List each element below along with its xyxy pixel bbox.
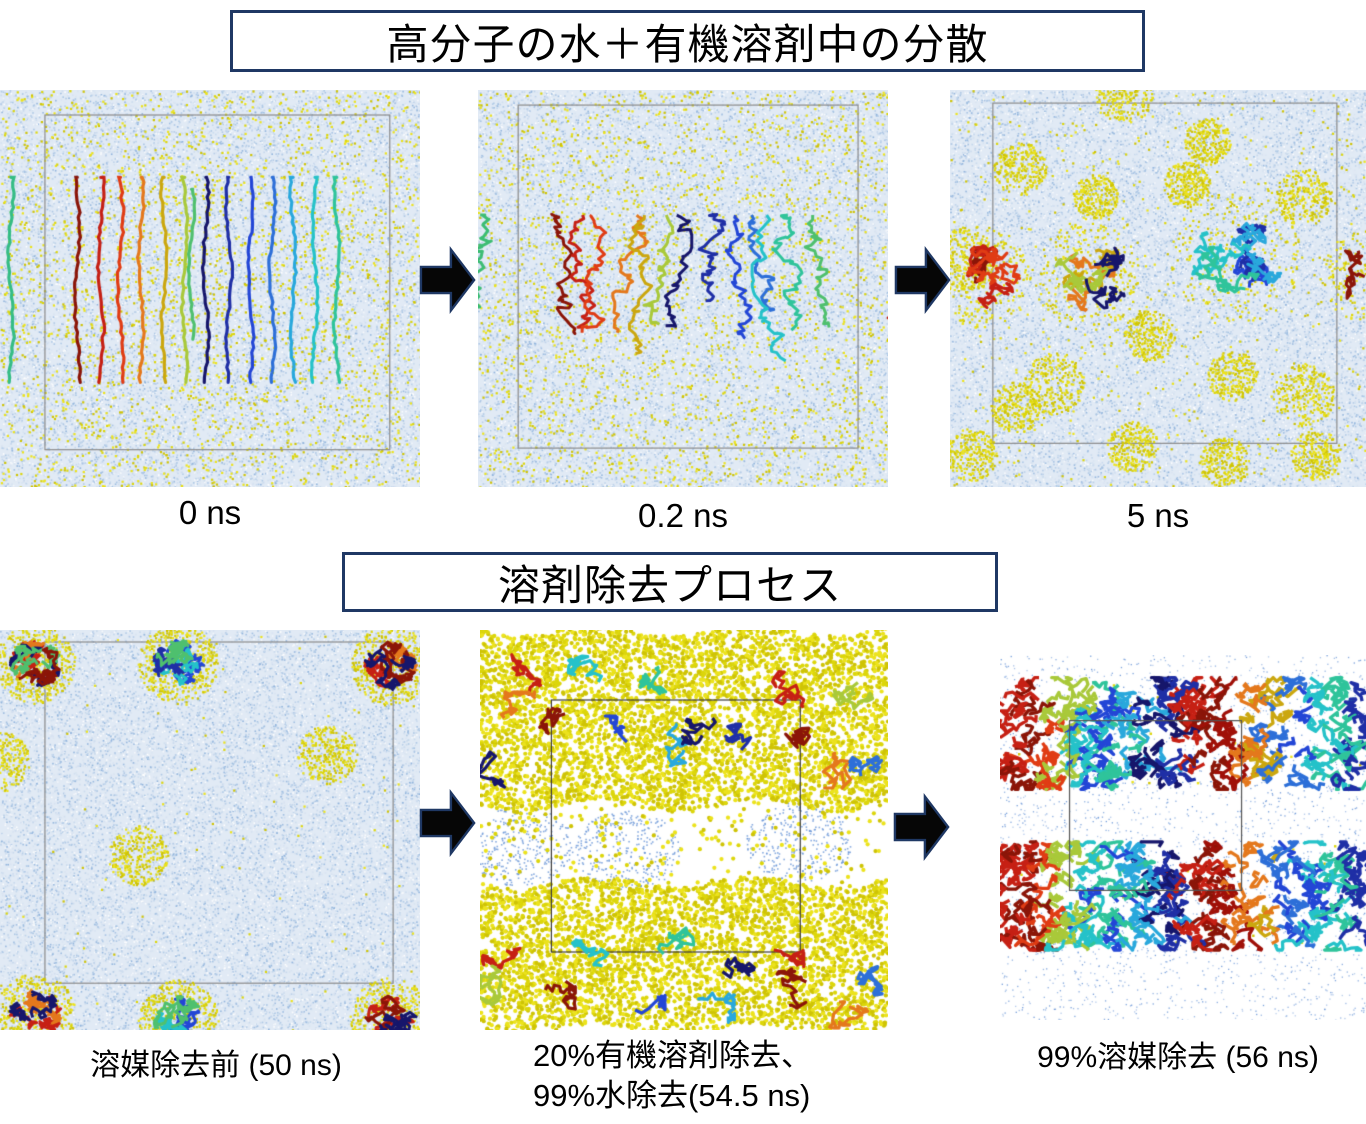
time-label-5ns: 5 ns bbox=[1126, 497, 1190, 534]
label-partial-removal-line1: 20%有機溶剤除去、 bbox=[533, 1038, 813, 1073]
dispersion-section-title: 高分子の水＋有機溶剤中の分散 bbox=[230, 10, 1145, 72]
right-arrow-icon bbox=[893, 792, 950, 862]
label-partial-removal: 20%有機溶剤除去、 99%水除去(54.5 ns) bbox=[533, 1036, 812, 1116]
right-arrow-icon bbox=[894, 245, 951, 315]
sim-panel-99-removed bbox=[1000, 655, 1366, 1020]
label-99-removed: 99%溶媒除去 (56 ns) bbox=[1037, 1041, 1319, 1074]
right-arrow-icon bbox=[419, 245, 476, 315]
sim-panel-0ns bbox=[0, 90, 420, 487]
dispersion-title-text: 高分子の水＋有機溶剤中の分散 bbox=[386, 20, 989, 68]
solvent-removal-title-text: 溶剤除去プロセス bbox=[497, 561, 842, 609]
time-label-0-2ns: 0.2 ns bbox=[638, 497, 728, 534]
label-before-removal: 溶媒除去前 (50 ns) bbox=[90, 1049, 342, 1082]
sim-panel-0-2ns bbox=[478, 90, 888, 487]
sim-panel-before-removal bbox=[0, 630, 420, 1030]
sim-panel-5ns bbox=[950, 90, 1366, 487]
sim-panel-partial-removal bbox=[480, 630, 888, 1030]
time-label-0ns: 0 ns bbox=[178, 494, 242, 531]
label-partial-removal-line2: 99%水除去(54.5 ns) bbox=[533, 1078, 811, 1113]
solvent-removal-section-title: 溶剤除去プロセス bbox=[342, 552, 998, 612]
right-arrow-icon bbox=[419, 788, 476, 858]
